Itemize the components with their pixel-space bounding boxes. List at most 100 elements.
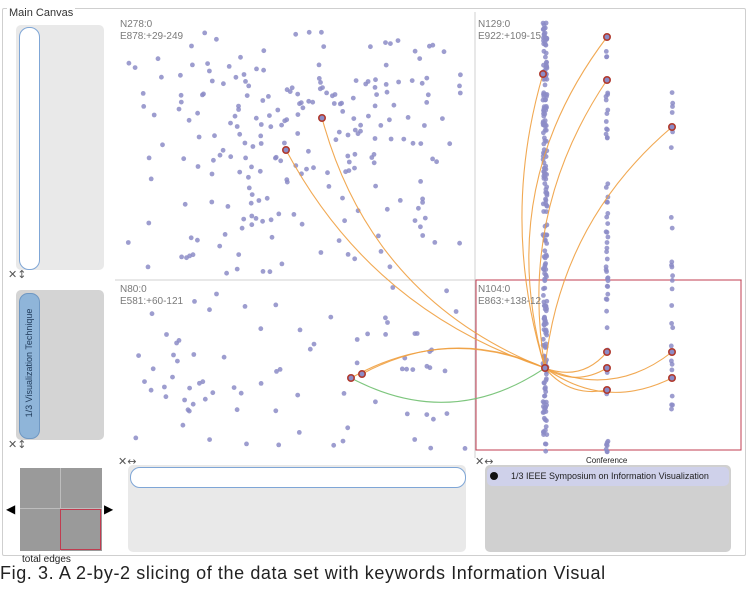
node-dot[interactable] — [345, 425, 351, 431]
node-dot[interactable] — [444, 288, 449, 294]
node-dot[interactable] — [358, 128, 363, 134]
node-dot[interactable] — [337, 101, 343, 107]
node-dot[interactable] — [311, 341, 317, 347]
node-dot[interactable] — [202, 30, 208, 36]
node-dot[interactable] — [458, 72, 463, 78]
node-dot[interactable] — [383, 315, 388, 321]
node-dot[interactable] — [414, 331, 420, 336]
node-dot[interactable] — [267, 269, 273, 275]
node-dot[interactable] — [541, 173, 547, 179]
node-dot[interactable] — [544, 192, 550, 198]
node-dot[interactable] — [311, 165, 316, 171]
node-dot[interactable] — [541, 293, 546, 298]
node-dot[interactable] — [420, 200, 425, 205]
node-dot[interactable] — [669, 259, 675, 265]
node-dot[interactable] — [542, 386, 548, 392]
node-dot[interactable] — [341, 391, 347, 396]
node-dot[interactable] — [205, 61, 210, 66]
node-dot[interactable] — [178, 72, 183, 78]
node-dot[interactable] — [266, 94, 271, 99]
selected-node[interactable] — [602, 347, 611, 356]
node-dot[interactable] — [540, 266, 546, 272]
node-dot[interactable] — [148, 387, 154, 393]
node-dot[interactable] — [236, 252, 242, 257]
node-dot[interactable] — [318, 80, 323, 85]
node-dot[interactable] — [260, 269, 266, 274]
node-dot[interactable] — [162, 384, 167, 390]
node-dot[interactable] — [178, 99, 184, 105]
node-dot[interactable] — [542, 82, 548, 88]
node-dot[interactable] — [267, 113, 272, 118]
node-dot[interactable] — [276, 442, 282, 448]
node-dot[interactable] — [228, 120, 233, 126]
node-dot[interactable] — [365, 331, 370, 337]
selected-node[interactable] — [602, 363, 611, 372]
node-dot[interactable] — [295, 91, 301, 97]
node-dot[interactable] — [604, 325, 610, 331]
node-dot[interactable] — [543, 237, 548, 243]
node-dot[interactable] — [200, 379, 206, 385]
node-dot[interactable] — [604, 245, 610, 251]
overview-right-arrow-icon[interactable]: ▶ — [104, 502, 114, 516]
node-dot[interactable] — [604, 214, 610, 220]
node-dot[interactable] — [321, 44, 327, 49]
selected-node[interactable] — [347, 373, 356, 382]
node-dot[interactable] — [234, 124, 240, 129]
node-dot[interactable] — [542, 285, 548, 291]
node-dot[interactable] — [404, 366, 409, 372]
node-dot[interactable] — [155, 56, 161, 62]
node-dot[interactable] — [268, 124, 274, 130]
node-dot[interactable] — [412, 218, 418, 224]
node-dot[interactable] — [540, 201, 546, 207]
node-dot[interactable] — [542, 417, 548, 423]
node-dot[interactable] — [378, 249, 384, 254]
node-dot[interactable] — [404, 411, 410, 417]
node-dot[interactable] — [273, 155, 278, 161]
selected-node[interactable] — [538, 69, 547, 78]
node-dot[interactable] — [670, 273, 675, 279]
node-dot[interactable] — [345, 252, 351, 257]
node-dot[interactable] — [244, 441, 249, 447]
node-dot[interactable] — [133, 435, 139, 441]
node-dot[interactable] — [325, 170, 330, 176]
node-dot[interactable] — [372, 103, 378, 109]
node-dot[interactable] — [284, 177, 290, 183]
node-dot[interactable] — [442, 368, 448, 374]
node-dot[interactable] — [297, 327, 303, 333]
node-dot[interactable] — [374, 92, 379, 97]
node-dot[interactable] — [244, 93, 250, 98]
node-dot[interactable] — [238, 54, 243, 60]
node-dot[interactable] — [422, 215, 428, 221]
node-dot[interactable] — [317, 86, 323, 92]
node-dot[interactable] — [220, 147, 226, 153]
node-dot[interactable] — [261, 67, 266, 73]
node-dot[interactable] — [236, 103, 241, 109]
node-dot[interactable] — [670, 104, 675, 109]
node-dot[interactable] — [291, 212, 297, 217]
node-dot[interactable] — [275, 107, 281, 113]
node-dot[interactable] — [316, 76, 322, 81]
node-dot[interactable] — [257, 168, 263, 174]
node-dot[interactable] — [336, 238, 342, 244]
node-dot[interactable] — [430, 42, 436, 48]
node-dot[interactable] — [201, 91, 206, 97]
node-dot[interactable] — [171, 352, 176, 358]
node-dot[interactable] — [604, 126, 609, 132]
y-facet-slider-active[interactable]: 1/3 Visualization Technique — [19, 293, 40, 439]
node-dot[interactable] — [540, 97, 546, 103]
node-dot[interactable] — [345, 132, 351, 138]
node-dot[interactable] — [604, 297, 610, 302]
node-dot[interactable] — [543, 187, 549, 192]
node-dot[interactable] — [384, 89, 390, 95]
node-dot[interactable] — [226, 64, 232, 69]
node-dot[interactable] — [256, 198, 262, 203]
node-dot[interactable] — [332, 92, 338, 97]
node-dot[interactable] — [160, 142, 165, 148]
node-dot[interactable] — [350, 95, 356, 101]
node-dot[interactable] — [237, 169, 243, 175]
node-dot[interactable] — [668, 215, 674, 220]
node-dot[interactable] — [148, 176, 154, 182]
node-dot[interactable] — [373, 183, 378, 189]
node-dot[interactable] — [274, 369, 279, 374]
node-dot[interactable] — [418, 141, 424, 147]
